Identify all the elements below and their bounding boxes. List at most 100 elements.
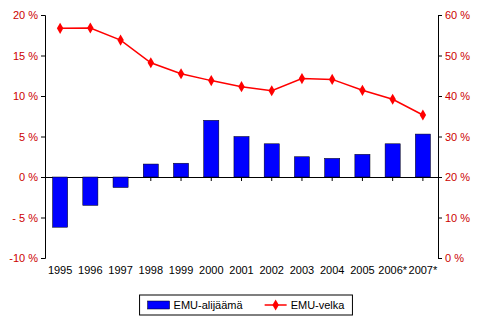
- marker: [329, 74, 335, 85]
- tick: 1996: [78, 264, 102, 276]
- x-axis: [46, 177, 439, 181]
- tick-label: 10 %: [445, 212, 470, 224]
- tick-label: 60 %: [445, 9, 470, 21]
- tick: [150, 177, 151, 181]
- tick: -10 %: [9, 252, 45, 264]
- tick: 1997: [108, 264, 132, 276]
- tick: 1995: [48, 264, 72, 276]
- tick-label: 1997: [108, 264, 132, 276]
- tick: 2001: [229, 264, 253, 276]
- chart: -10 % - 5 % 0 % 5 % 10 % 15 % 20 % 0 % 10 % 20 % 3…: [0, 0, 492, 327]
- bar: [355, 154, 370, 177]
- tick-label: 2000: [199, 264, 223, 276]
- bar: [264, 144, 279, 177]
- tick: [422, 177, 423, 181]
- tick: - 5 %: [12, 212, 45, 224]
- tick-label: -10 %: [9, 252, 38, 264]
- tick-mark: [41, 177, 45, 178]
- tick-mark: [181, 177, 182, 181]
- tick-mark: [301, 177, 302, 181]
- bar: [143, 164, 158, 177]
- tick-label: 1995: [48, 264, 72, 276]
- tick-label: 10 %: [13, 90, 38, 102]
- tick: 10 %: [13, 90, 45, 102]
- legend-items: EMU-alijäämä EMU-velka: [148, 299, 346, 311]
- marker: [389, 94, 395, 105]
- tick: 30 %: [438, 131, 470, 143]
- tick: 50 %: [438, 50, 470, 62]
- tick: [301, 177, 302, 181]
- tick-mark: [362, 177, 363, 181]
- tick-mark: [438, 218, 442, 219]
- marker: [420, 109, 426, 120]
- tick-label: 0 %: [445, 252, 464, 264]
- legend-swatch: [148, 301, 170, 309]
- tick-mark: [211, 177, 212, 181]
- tick: 20 %: [438, 171, 470, 183]
- bar: [83, 177, 98, 205]
- tick-label: 20 %: [13, 9, 38, 21]
- tick-label: 5 %: [19, 131, 38, 143]
- tick: 2002: [259, 264, 283, 276]
- tick-label: 1999: [169, 264, 193, 276]
- tick: [362, 177, 363, 181]
- tick-label: 0 %: [19, 171, 38, 183]
- tick-mark: [271, 177, 272, 181]
- tick-label: 30 %: [445, 131, 470, 143]
- tick: 1998: [139, 264, 163, 276]
- tick: 2006*: [378, 264, 407, 276]
- bar: [325, 158, 340, 177]
- tick-mark: [41, 218, 45, 219]
- tick-mark: [438, 96, 442, 97]
- tick-mark: [41, 258, 45, 259]
- tick-mark: [422, 177, 423, 181]
- tick: 15 %: [13, 50, 45, 62]
- tick-label: 2003: [290, 264, 314, 276]
- tick-label: 1996: [78, 264, 102, 276]
- tick: 1999: [169, 264, 193, 276]
- tick-label: 50 %: [445, 50, 470, 62]
- bar: [113, 177, 128, 188]
- legend-label: EMU-alijäämä: [174, 299, 244, 311]
- tick-mark: [241, 177, 242, 181]
- marker: [299, 73, 305, 84]
- tick: 2000: [199, 264, 223, 276]
- tick: 2004: [320, 264, 344, 276]
- marker: [269, 85, 275, 96]
- legend-box: [140, 295, 353, 315]
- marker: [148, 57, 154, 68]
- tick-label: 2002: [259, 264, 283, 276]
- tick: 10 %: [438, 212, 470, 224]
- y-axis-line: [41, 16, 46, 259]
- tick: [392, 177, 393, 181]
- tick: [271, 177, 272, 181]
- y2-axis: 0 % 10 % 20 % 30 % 40 % 50 % 60 %: [438, 9, 470, 264]
- tick: 0 %: [19, 171, 45, 183]
- tick-label: 15 %: [13, 50, 38, 62]
- tick: 5 %: [19, 131, 45, 143]
- tick: [211, 177, 212, 181]
- marker: [57, 23, 63, 34]
- tick: 2007*: [409, 264, 438, 276]
- y2-axis-line: [439, 16, 443, 259]
- line: [60, 28, 423, 115]
- legend-item: EMU-velka: [265, 299, 346, 311]
- tick-label: 2004: [320, 264, 344, 276]
- tick-label: 2005: [350, 264, 374, 276]
- tick-label: 40 %: [445, 90, 470, 102]
- tick-label: 1998: [139, 264, 163, 276]
- tick-label: - 5 %: [12, 212, 38, 224]
- bar: [385, 144, 400, 177]
- bar: [294, 157, 309, 177]
- marker: [117, 35, 123, 46]
- tick: [181, 177, 182, 181]
- tick-label: 2006*: [378, 264, 407, 276]
- tick: [241, 177, 242, 181]
- tick-mark: [41, 15, 45, 16]
- bar: [234, 137, 249, 178]
- legend-marker: [272, 299, 278, 310]
- y-axis: -10 % - 5 % 0 % 5 % 10 % 15 % 20 %: [9, 9, 45, 264]
- tick-mark: [332, 177, 333, 181]
- legend: EMU-alijäämä EMU-velka: [140, 295, 353, 315]
- tick: 2003: [290, 264, 314, 276]
